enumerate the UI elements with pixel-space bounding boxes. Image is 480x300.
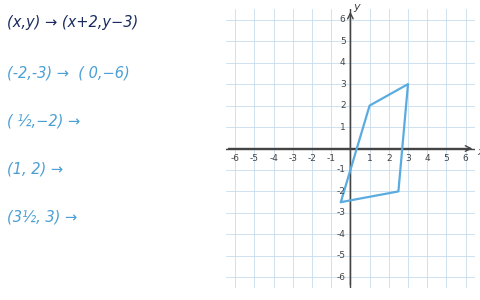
Text: -1: -1 [327, 154, 336, 163]
Text: -2: -2 [337, 187, 346, 196]
Text: (3½, 3) →: (3½, 3) → [7, 210, 77, 225]
Text: (x,y) → (x+2,y−3): (x,y) → (x+2,y−3) [7, 15, 138, 30]
Text: y: y [353, 2, 360, 12]
Text: 2: 2 [386, 154, 392, 163]
Text: -3: -3 [336, 208, 346, 217]
Text: 1: 1 [340, 122, 346, 131]
Text: x: x [477, 147, 480, 157]
Text: -1: -1 [336, 166, 346, 175]
Text: 6: 6 [463, 154, 468, 163]
Text: (1, 2) →: (1, 2) → [7, 162, 63, 177]
Text: ( ½,−2) →: ( ½,−2) → [7, 114, 80, 129]
Text: 3: 3 [405, 154, 411, 163]
Text: -6: -6 [336, 273, 346, 282]
Text: 5: 5 [444, 154, 449, 163]
Text: -2: -2 [308, 154, 316, 163]
Text: -5: -5 [336, 251, 346, 260]
Text: 2: 2 [340, 101, 346, 110]
Text: 5: 5 [340, 37, 346, 46]
Text: (-2,-3) →  ( 0,−6): (-2,-3) → ( 0,−6) [7, 66, 130, 81]
Text: 4: 4 [340, 58, 346, 67]
Text: -4: -4 [337, 230, 346, 239]
Text: 4: 4 [424, 154, 430, 163]
Text: 1: 1 [367, 154, 372, 163]
Text: -4: -4 [269, 154, 278, 163]
Text: 3: 3 [340, 80, 346, 88]
Text: -5: -5 [250, 154, 259, 163]
Text: -3: -3 [288, 154, 297, 163]
Text: 6: 6 [340, 15, 346, 24]
Text: -6: -6 [231, 154, 240, 163]
